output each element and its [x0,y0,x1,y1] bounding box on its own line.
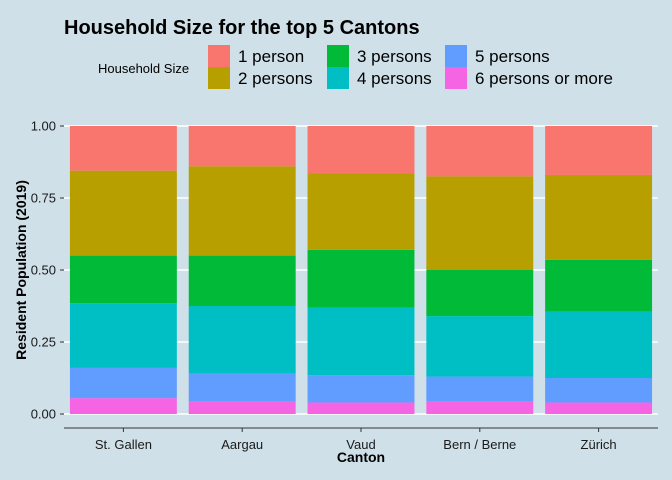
x-axis-title: Canton [337,449,385,465]
legend-key-4 [327,67,349,89]
bars [69,126,653,414]
bar-segment-6-4 [545,402,653,414]
chart-title: Household Size for the top 5 Cantons [64,17,420,39]
legend-label-1: 1 person [238,47,304,66]
legend-label-5: 5 persons [475,47,550,66]
bar-segment-3-3 [426,270,534,317]
bar-segment-6-2 [307,402,415,414]
legend-key-5 [445,45,467,67]
x-tick-label-4: Zürich [581,437,617,452]
bar-segment-3-0 [69,255,177,304]
legend-key-6 [445,67,467,89]
bar-segment-5-2 [307,375,415,403]
bar-segment-4-2 [307,307,415,376]
x-tick-label-1: Aargau [221,437,263,452]
legend: 1 person 2 persons 3 persons 4 persons 5 per… [208,45,613,89]
bar-segment-4-0 [69,303,177,368]
legend-key-3 [327,45,349,67]
bar-segment-6-3 [426,401,534,414]
x-tick-label-2: Vaud [346,437,375,452]
bar-segment-2-2 [307,173,415,250]
bar-segment-1-1 [188,126,296,167]
y-tick-label-0: 0.00 [31,407,56,422]
y-tick-label-1: 0.25 [31,335,56,350]
legend-title: Household Size [98,61,189,76]
y-tick-label-3: 0.75 [31,191,56,206]
bar-segment-2-3 [426,176,534,270]
bar-segment-4-1 [188,306,296,374]
bar-segment-1-3 [426,126,534,177]
bar-segment-5-0 [69,367,177,399]
bar-segment-1-2 [307,126,415,174]
bar-segment-5-3 [426,376,534,402]
bar-segment-5-4 [545,378,653,403]
y-tick-label-2: 0.50 [31,263,56,278]
bar-segment-4-4 [545,311,653,378]
bar-segment-3-4 [545,259,653,312]
bar-segment-2-4 [545,174,653,260]
bar-segment-1-4 [545,126,653,175]
bar-segment-5-1 [188,373,296,402]
legend-label-6: 6 persons or more [475,69,613,88]
y-axis-ticks: 0.00 0.25 0.50 0.75 1.00 [31,119,64,422]
bar-segment-3-1 [188,255,296,306]
bar-segment-2-0 [69,170,177,256]
legend-key-2 [208,67,230,89]
legend-label-4: 4 persons [357,69,432,88]
legend-label-3: 3 persons [357,47,432,66]
y-tick-label-4: 1.00 [31,119,56,134]
y-axis-title: Resident Population (2019) [13,180,29,360]
bar-segment-6-0 [69,398,177,414]
bar-segment-6-1 [188,401,296,414]
bar-segment-1-0 [69,126,177,171]
legend-key-1 [208,45,230,67]
legend-label-2: 2 persons [238,69,313,88]
bar-segment-2-1 [188,166,296,256]
bar-segment-3-2 [307,249,415,308]
x-tick-label-3: Bern / Berne [443,437,516,452]
x-axis-ticks: St. Gallen Aargau Vaud Bern / Berne Zürich [95,428,617,452]
x-tick-label-0: St. Gallen [95,437,152,452]
bar-segment-4-3 [426,316,534,377]
